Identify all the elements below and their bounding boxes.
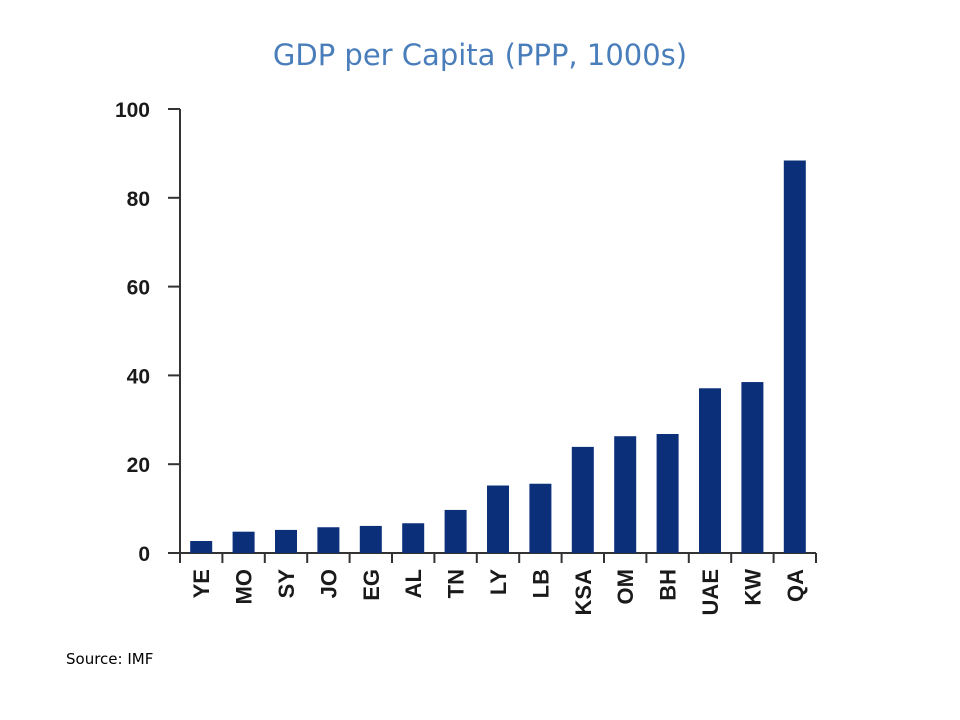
bar — [317, 527, 340, 553]
x-tick-label: LY — [486, 569, 511, 595]
source-note: Source: IMF — [66, 650, 154, 668]
bar — [275, 529, 297, 553]
bar — [783, 160, 806, 553]
bar — [402, 523, 425, 553]
x-tick-label: AL — [401, 569, 426, 598]
x-tick-label: MO — [232, 569, 257, 604]
y-tick-label: 0 — [138, 543, 150, 566]
x-tick-label: KW — [740, 569, 765, 606]
y-tick-label: 20 — [127, 454, 150, 477]
bar — [359, 525, 382, 553]
y-tick-label: 40 — [127, 365, 150, 388]
x-tick-label: QA — [783, 569, 808, 602]
chart-bars — [190, 160, 806, 553]
bar — [699, 388, 721, 553]
x-tick-label: BH — [656, 569, 681, 601]
x-tick-label: YE — [189, 569, 214, 598]
x-axis-labels: YE MO SY JO EG AL TN LY LB KSA OM BH UAE KW QA — [189, 569, 808, 616]
y-tick-label: 80 — [127, 188, 150, 211]
x-tick-label: OM — [613, 569, 638, 604]
bar — [487, 485, 509, 553]
y-axis-ticks: 0 20 40 60 80 100 — [115, 99, 180, 566]
x-tick-label: TN — [444, 569, 469, 598]
slide-title: GDP per Capita (PPP, 1000s) — [272, 38, 688, 72]
x-tick-label: SY — [274, 569, 299, 599]
x-tick-label: EG — [359, 569, 384, 601]
bar — [656, 434, 679, 553]
bar — [614, 436, 637, 553]
bar — [741, 382, 764, 553]
bar — [529, 483, 552, 553]
bar — [571, 446, 594, 553]
x-tick-label: JO — [316, 569, 341, 598]
y-tick-label: 100 — [115, 99, 150, 122]
x-tick-label: KSA — [571, 569, 596, 616]
bar — [444, 509, 467, 553]
x-tick-label: UAE — [698, 569, 723, 615]
x-tick-label: LB — [528, 569, 553, 598]
y-tick-label: 60 — [127, 277, 150, 300]
bar — [190, 541, 213, 553]
bar — [232, 531, 255, 553]
